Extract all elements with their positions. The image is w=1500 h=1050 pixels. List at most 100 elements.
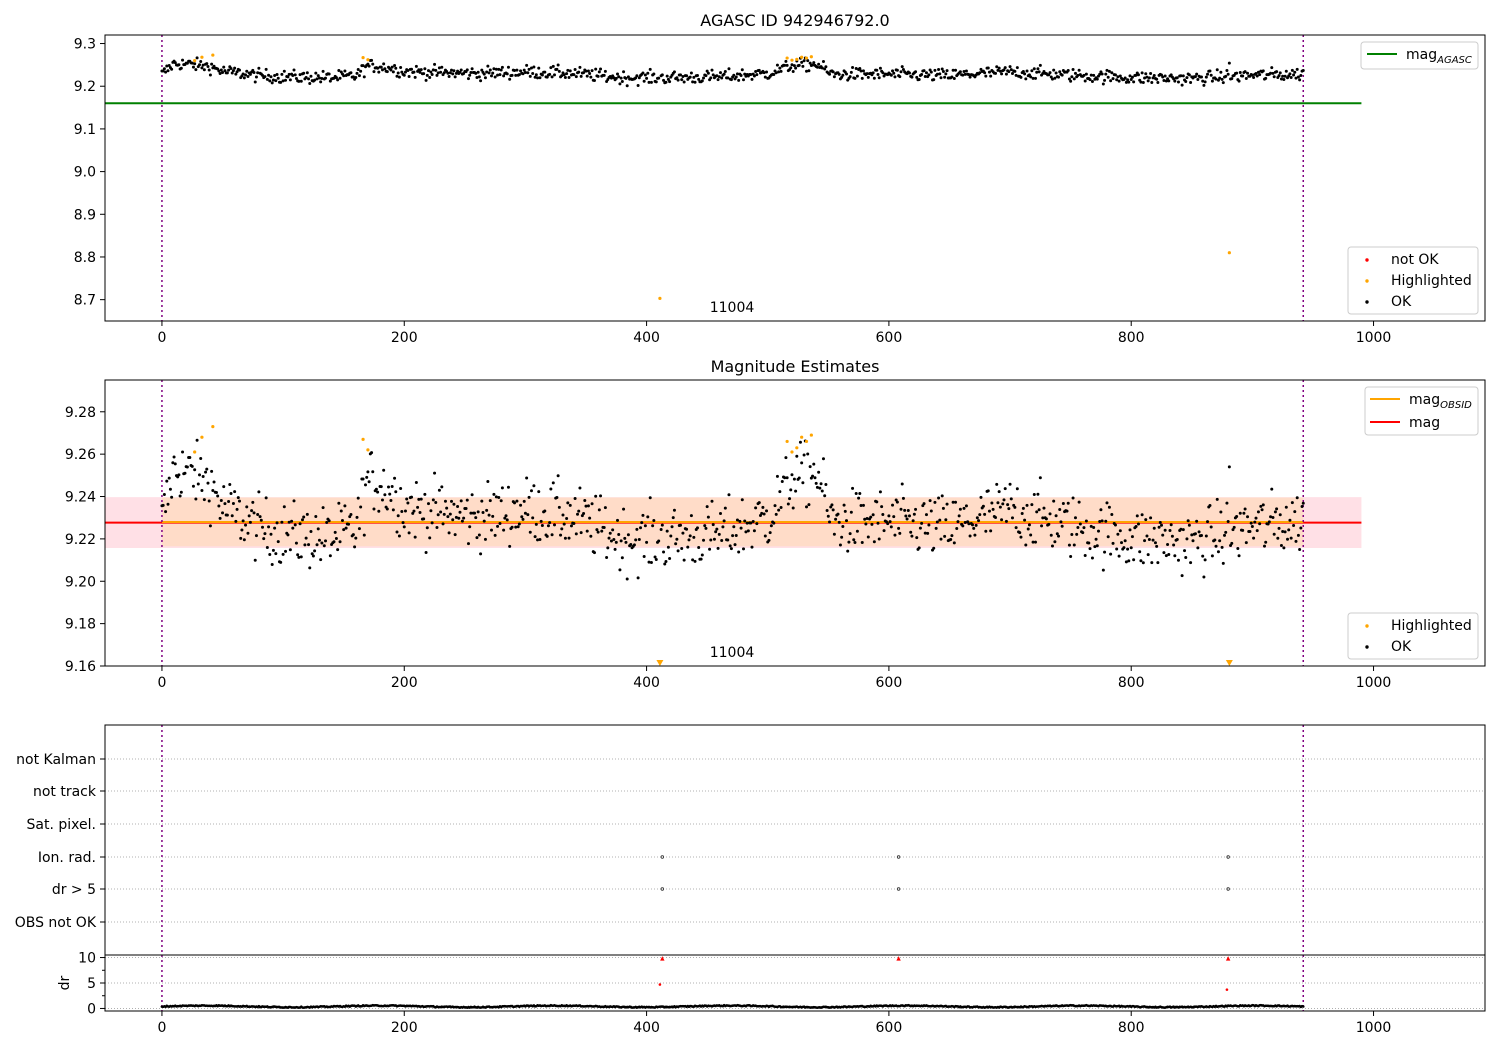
ok-point [258,515,262,519]
ok-point [1030,503,1034,507]
ok-point [269,75,273,79]
ok-point [612,537,616,541]
ok-point [477,75,481,79]
ok-point [1187,73,1191,77]
ok-point [452,69,456,73]
ok-point [1290,68,1294,72]
ok-point [727,67,731,71]
ok-point [457,516,461,520]
ok-point [314,514,318,518]
ok-point [737,550,741,554]
ok-point [1246,71,1250,75]
ok-point [359,505,363,509]
ok-point [718,71,722,75]
ok-point [308,566,312,570]
ok-point [1141,561,1145,565]
ok-point [652,519,656,523]
ok-point [262,537,266,541]
ok-point [876,73,880,77]
p4-3-xtick-label: 800 [1118,1020,1145,1036]
ok-point [917,546,921,550]
ok-point [565,72,569,76]
ok-point [945,69,949,73]
ok-point [750,545,754,549]
ok-point [241,72,245,76]
legend-label-ok-2: OK [1391,639,1412,655]
ok-point [356,496,360,500]
ok-point [499,499,503,503]
ok-point [596,74,600,78]
ok-point [1153,541,1157,545]
ok-point [1044,517,1048,521]
ok-point [576,512,580,516]
ok-point [907,71,911,75]
ok-point [1139,559,1143,563]
ok-point [254,534,258,538]
ok-point [1254,72,1258,76]
ok-point [320,77,324,81]
ok-point [1139,80,1143,84]
ok-point [1252,76,1256,80]
ok-point [832,75,836,79]
ok-point [574,532,578,536]
ok-point [320,541,324,545]
flag-category-label: OBS not OK [15,915,97,931]
ok-point [1243,70,1247,74]
ok-point [577,70,581,74]
ok-point [676,78,680,82]
ok-point [525,63,529,67]
ok-point [1111,77,1115,81]
ok-point [783,476,787,480]
ok-point [1175,76,1179,80]
ok-point [515,499,519,503]
ok-point [1071,67,1075,71]
ok-point [1175,538,1179,542]
ok-point [665,529,669,533]
ok-point [537,490,541,494]
ok-point [304,536,308,540]
ok-point [760,511,764,515]
ok-point [831,508,835,512]
ok-point [594,494,598,498]
ok-point [562,522,566,526]
ok-point [168,487,172,491]
ok-point [943,534,947,538]
ok-point [1201,79,1205,83]
ok-point [355,71,359,75]
ok-point [695,73,699,77]
ok-point [338,540,342,544]
ok-point [1023,72,1027,76]
ok-point [1057,534,1061,538]
ok-point [1038,476,1042,480]
ok-point [393,476,397,480]
ok-point [391,508,395,512]
ok-point [1032,492,1036,496]
ok-point [504,514,508,518]
ok-point [242,538,246,542]
ok-point [393,63,397,67]
ok-point [1106,75,1110,79]
ok-point [720,76,724,80]
ok-point [315,77,319,81]
ok-point [1202,575,1206,579]
ok-point [325,520,329,524]
ok-point [605,556,609,560]
highlighted-point [658,296,662,300]
ok-point [533,535,537,539]
ok-point [1292,524,1296,528]
ok-point [230,514,234,518]
ok-point [286,75,290,79]
ok-point [502,528,506,532]
ok-point [1010,516,1014,520]
ok-point [616,518,620,522]
ok-point [1238,511,1242,515]
ok-point [812,61,816,65]
ok-point [1041,516,1045,520]
ok-point [445,506,449,510]
ok-point [1126,78,1130,82]
ok-point [225,513,229,517]
ok-point [777,70,781,74]
ok-point [1220,77,1224,81]
ok-point [1050,77,1054,81]
ok-point [164,70,168,74]
